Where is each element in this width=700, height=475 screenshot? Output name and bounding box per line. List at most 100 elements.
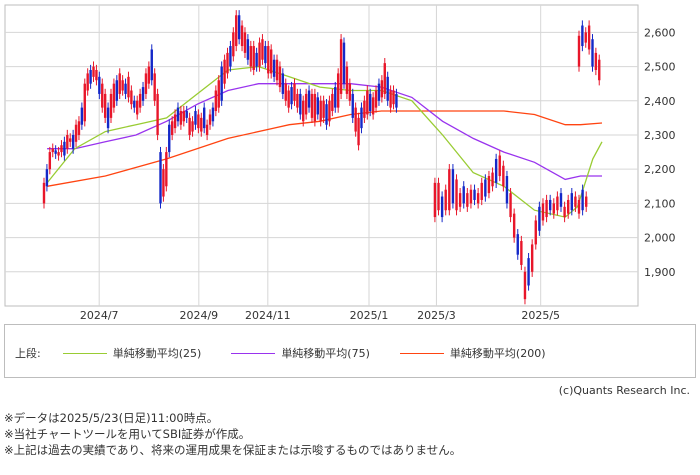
candle-body xyxy=(322,100,325,118)
candle-body xyxy=(156,93,159,135)
candle-body xyxy=(130,90,133,105)
candle-body xyxy=(101,83,104,108)
candle-body xyxy=(51,148,54,153)
candle-body xyxy=(83,83,86,122)
candle-body xyxy=(200,117,203,132)
candle-body xyxy=(220,66,223,101)
y-tick-label: 2,200 xyxy=(644,163,676,176)
candle-body xyxy=(570,193,574,211)
candle-body xyxy=(374,90,378,108)
candle-body xyxy=(77,121,81,135)
candle-body xyxy=(505,176,509,204)
candle-body xyxy=(319,100,322,122)
candle-body xyxy=(484,179,487,197)
candle-body xyxy=(348,83,352,101)
candle-body xyxy=(188,117,191,135)
candle-body xyxy=(74,124,78,142)
candle-body xyxy=(389,90,392,108)
candle-body xyxy=(170,121,174,135)
candle-body xyxy=(523,271,527,300)
candle-body xyxy=(136,100,139,115)
candle-body xyxy=(476,193,480,204)
candle-body xyxy=(530,244,534,272)
candle-body xyxy=(261,39,264,60)
candle-body xyxy=(98,76,101,94)
candle-body xyxy=(293,83,296,101)
note-line: ※データは2025/5/23(日足)11:00時点。 xyxy=(4,411,219,425)
candle-body xyxy=(69,138,72,142)
candle-body xyxy=(162,169,165,197)
candle-body xyxy=(534,220,537,245)
candle-body xyxy=(462,186,465,204)
y-tick-label: 2,100 xyxy=(644,197,676,210)
candle-body xyxy=(124,83,127,94)
candle-body xyxy=(559,193,563,207)
candle-body xyxy=(232,32,235,57)
x-tick-label: 2025/1 xyxy=(350,309,389,322)
candle-body xyxy=(509,193,512,218)
candle-body xyxy=(386,76,389,101)
candle-body xyxy=(89,69,92,84)
candle-body xyxy=(246,39,250,60)
candle-body xyxy=(552,203,555,214)
candle-body xyxy=(598,59,601,81)
candle-body xyxy=(325,104,328,125)
candle-body xyxy=(275,59,279,81)
candle-body xyxy=(585,196,588,207)
candle-body xyxy=(287,90,290,108)
candle-body xyxy=(205,124,209,135)
candle-body xyxy=(331,93,334,112)
legend-item-ma200: 単純移動平均(200) xyxy=(399,345,546,361)
candle-body xyxy=(451,169,455,204)
candle-body xyxy=(336,73,340,108)
candle-body xyxy=(214,90,218,112)
candle-body xyxy=(512,213,516,238)
candle-body xyxy=(278,66,282,88)
candle-body xyxy=(150,49,153,81)
candle-body xyxy=(57,152,60,156)
plot-frame xyxy=(4,4,639,307)
candle-body xyxy=(502,165,505,187)
candle-body xyxy=(491,172,494,187)
candle-body xyxy=(591,39,594,67)
legend: 上段: 単純移動平均(25) 単純移動平均(75) 単純移動平均(200) xyxy=(4,324,696,378)
candle-body xyxy=(437,182,440,211)
candle-body xyxy=(380,80,384,98)
candle-body xyxy=(473,189,476,200)
candle-body xyxy=(313,93,317,122)
candle-body xyxy=(121,80,124,91)
candle-body xyxy=(577,35,581,67)
legend-item-ma25: 単純移動平均(25) xyxy=(62,345,201,361)
candle-body xyxy=(202,107,206,129)
candle-body xyxy=(455,179,458,211)
candle-body xyxy=(159,152,162,204)
candle-body xyxy=(66,134,69,149)
candle-body xyxy=(342,42,346,84)
candle-body xyxy=(109,93,113,118)
candle-body xyxy=(179,111,183,125)
candle-body xyxy=(584,32,587,43)
candle-body xyxy=(302,100,305,122)
note-line: ※当社チャートツールを用いてSBI証券が作成。 xyxy=(4,427,251,441)
candle-body xyxy=(255,52,258,67)
x-tick-label: 2024/11 xyxy=(245,309,291,322)
candle-body xyxy=(360,107,363,129)
y-axis: 1,900 2,000 2,100 2,200 2,300 2,400 2,500 2,600 xyxy=(644,26,676,278)
candle-body xyxy=(587,25,591,50)
candle-body xyxy=(127,76,130,98)
candle-body xyxy=(458,193,462,207)
candle-body xyxy=(95,69,98,81)
candle-body xyxy=(63,141,66,156)
legend-title: 上段: xyxy=(15,347,41,360)
candle-body xyxy=(556,196,559,211)
candle-body xyxy=(354,107,357,132)
candle-body xyxy=(541,203,545,221)
candle-body xyxy=(208,114,212,125)
candle-body xyxy=(173,114,177,129)
candle-body xyxy=(226,52,229,74)
candle-body xyxy=(281,73,285,94)
candle-body xyxy=(147,66,151,84)
candle-body xyxy=(115,80,119,101)
candle-body xyxy=(71,134,75,149)
candle-body xyxy=(106,107,110,129)
